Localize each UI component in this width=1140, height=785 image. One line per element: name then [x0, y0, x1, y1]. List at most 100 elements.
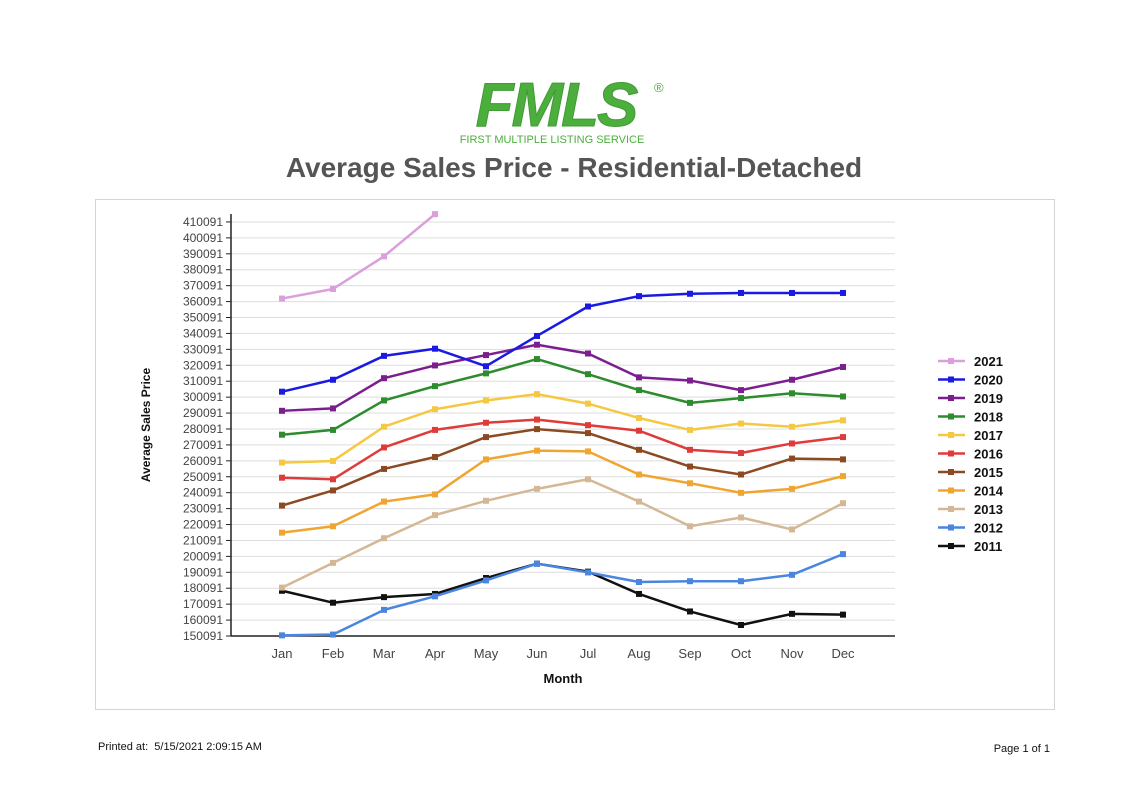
data-point	[738, 395, 744, 402]
data-point	[381, 444, 387, 451]
y-tick-label: 150091	[183, 629, 223, 643]
legend-item: 2019	[938, 391, 1003, 406]
legend-swatch-marker	[948, 432, 954, 438]
y-tick-label: 340091	[183, 326, 223, 340]
data-point	[738, 420, 744, 427]
series-line	[281, 449, 844, 534]
series-line	[281, 343, 844, 413]
legend-swatch-marker	[948, 450, 954, 457]
data-point	[636, 579, 642, 586]
data-point	[279, 529, 285, 536]
legend-item: 2018	[938, 410, 1003, 425]
data-point	[585, 422, 591, 429]
series-line	[281, 552, 844, 637]
x-tick-label: Nov	[780, 646, 804, 661]
data-point	[789, 485, 795, 492]
legend-item: 2020	[938, 373, 1003, 388]
data-point	[330, 599, 336, 606]
y-tick-label: 250091	[183, 470, 223, 484]
x-tick-label: Jun	[527, 646, 548, 661]
data-point	[738, 387, 744, 394]
data-point	[534, 560, 540, 567]
y-tick-label: 240091	[183, 486, 223, 500]
y-tick-label: 230091	[183, 502, 223, 516]
data-point	[585, 476, 591, 483]
fmls-logo: FMLS ® FIRST MULTIPLE LISTING SERVICE	[460, 71, 664, 147]
data-point	[432, 406, 438, 413]
data-point	[432, 453, 438, 460]
data-point	[534, 391, 540, 398]
legend-label: 2020	[974, 373, 1003, 388]
data-point	[381, 606, 387, 613]
legend-swatch-marker	[948, 487, 954, 494]
data-point	[840, 611, 846, 618]
y-tick-label: 260091	[183, 454, 223, 468]
data-point	[483, 419, 489, 426]
data-point	[840, 393, 846, 400]
series-line	[281, 562, 844, 627]
x-tick-label: Aug	[627, 646, 650, 661]
logo-registered-mark: ®	[654, 80, 664, 95]
series-line	[281, 478, 844, 589]
data-point	[687, 463, 693, 470]
printed-label: Printed at:	[98, 741, 149, 753]
x-tick-label: Jan	[272, 646, 293, 661]
chart-panel	[95, 199, 1055, 710]
legend-label: 2015	[974, 465, 1003, 480]
series-2012	[279, 551, 846, 639]
data-point	[789, 423, 795, 430]
data-point	[330, 631, 336, 638]
series-2017	[279, 391, 846, 466]
data-point	[585, 371, 591, 378]
legend-item: 2011	[938, 539, 1002, 554]
series-2019	[279, 341, 846, 414]
data-point	[483, 370, 489, 377]
data-point	[483, 363, 489, 370]
legend-item: 2016	[938, 447, 1003, 462]
data-point	[738, 489, 744, 496]
y-tick-label: 290091	[183, 406, 223, 420]
series-2014	[279, 447, 846, 536]
data-point	[840, 434, 846, 441]
y-tick-label: 350091	[183, 311, 223, 325]
data-point	[840, 364, 846, 371]
data-point	[483, 434, 489, 441]
data-point	[585, 430, 591, 437]
data-point	[432, 211, 438, 218]
legend-swatch-marker	[948, 506, 954, 512]
data-point	[738, 514, 744, 521]
printed-at: Printed at: 5/15/2021 2:09:15 AM	[98, 741, 262, 753]
legend-swatch-marker	[948, 358, 954, 364]
x-axis-ticks: Jan Feb Mar Apr May Jun Jul Aug Sep Oct Nov Dec	[272, 646, 856, 661]
data-point	[432, 512, 438, 519]
series-2011	[279, 560, 846, 628]
data-point	[789, 455, 795, 462]
data-point	[534, 416, 540, 423]
data-point	[279, 502, 285, 509]
data-point	[840, 551, 846, 558]
data-point	[279, 407, 285, 414]
data-point	[789, 376, 795, 383]
legend-item: 2013	[938, 502, 1003, 517]
data-point	[534, 485, 540, 492]
data-point	[585, 569, 591, 576]
data-point	[432, 491, 438, 498]
y-tick-label: 380091	[183, 263, 223, 277]
legend-label: 2017	[974, 428, 1003, 443]
data-point	[330, 426, 336, 433]
series-2020	[279, 289, 846, 395]
data-point	[483, 577, 489, 584]
data-point	[636, 446, 642, 453]
data-point	[534, 447, 540, 454]
data-point	[840, 417, 846, 424]
data-point	[381, 465, 387, 472]
series-line	[281, 213, 436, 300]
data-point	[483, 397, 489, 404]
y-tick-label: 370091	[183, 279, 223, 293]
data-point	[636, 414, 642, 421]
chart-legend: 2021 2020 2019 2018 2017 2016 2015 2014 2013 2012…	[938, 354, 1004, 554]
legend-swatch-marker	[948, 413, 954, 420]
data-point	[483, 352, 489, 359]
data-point	[381, 375, 387, 382]
data-point	[534, 356, 540, 363]
